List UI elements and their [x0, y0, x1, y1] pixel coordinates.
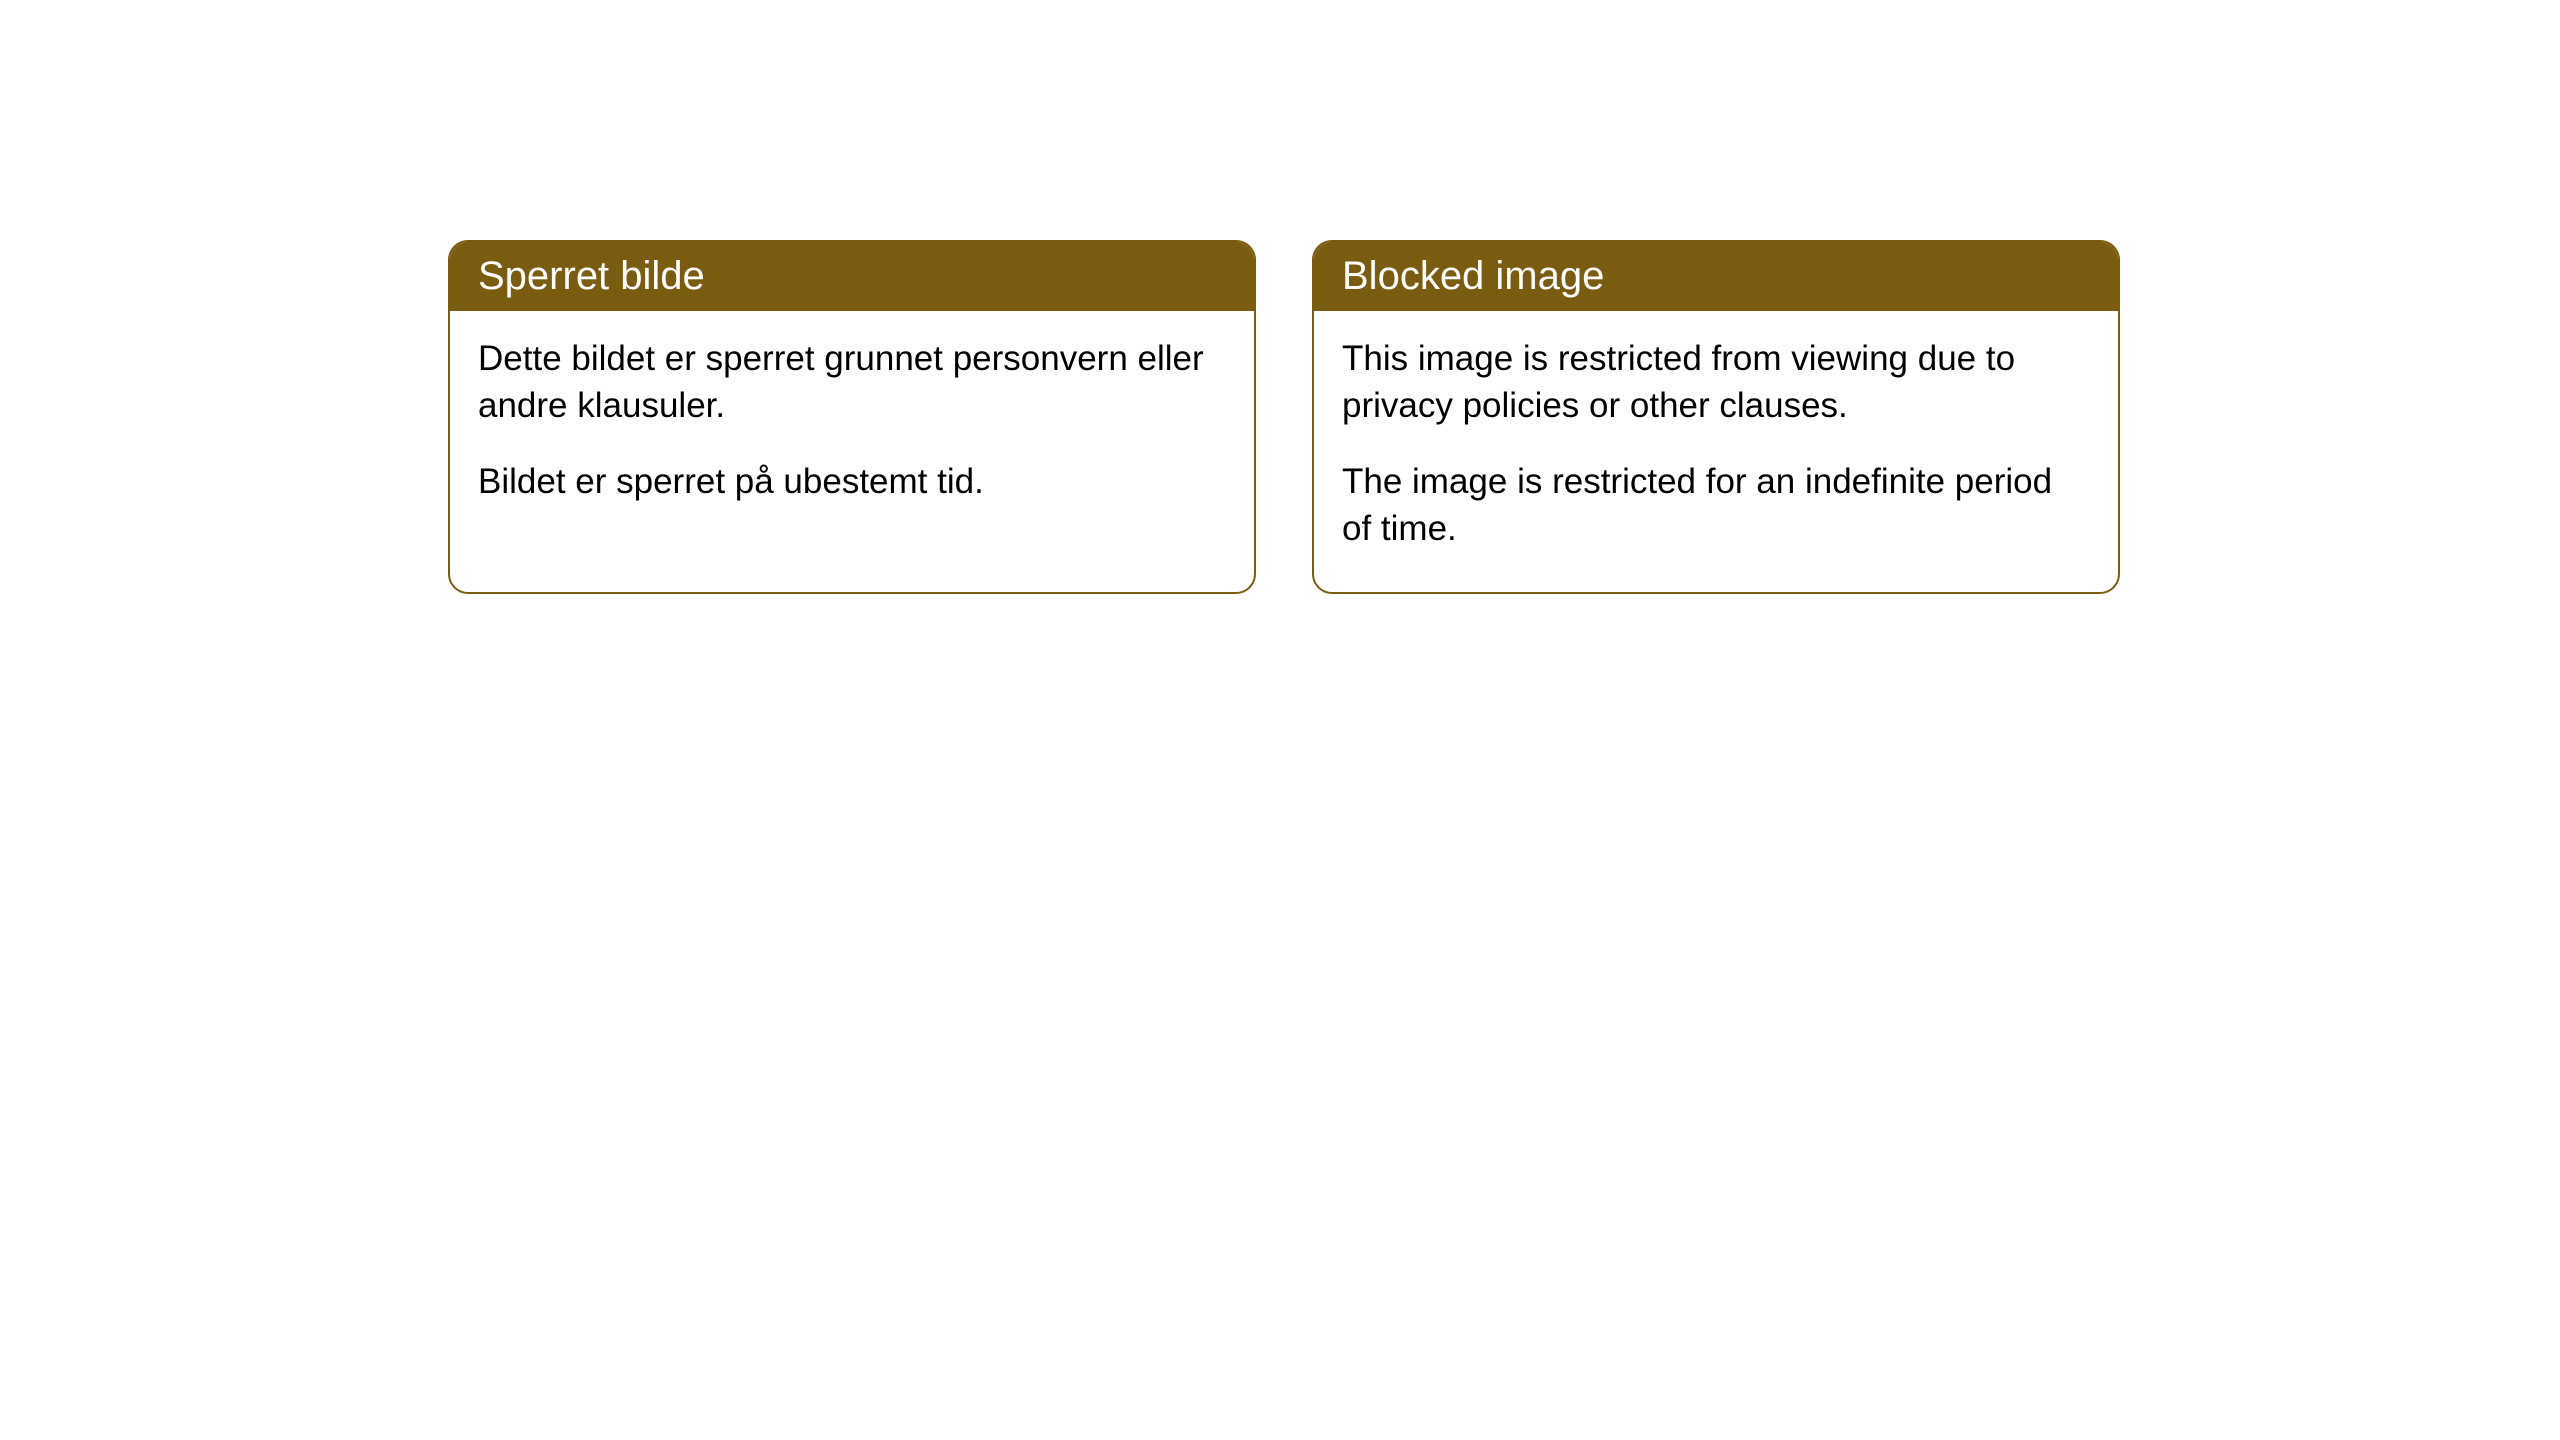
card-paragraph: Bildet er sperret på ubestemt tid. [478, 458, 1226, 505]
cards-container: Sperret bilde Dette bildet er sperret gr… [448, 240, 2120, 594]
card-english: Blocked image This image is restricted f… [1312, 240, 2120, 594]
card-body-norwegian: Dette bildet er sperret grunnet personve… [450, 311, 1254, 545]
card-norwegian: Sperret bilde Dette bildet er sperret gr… [448, 240, 1256, 594]
card-paragraph: The image is restricted for an indefinit… [1342, 458, 2090, 553]
card-body-english: This image is restricted from viewing du… [1314, 311, 2118, 592]
card-header-norwegian: Sperret bilde [450, 242, 1254, 311]
card-header-english: Blocked image [1314, 242, 2118, 311]
card-paragraph: This image is restricted from viewing du… [1342, 335, 2090, 430]
card-paragraph: Dette bildet er sperret grunnet personve… [478, 335, 1226, 430]
